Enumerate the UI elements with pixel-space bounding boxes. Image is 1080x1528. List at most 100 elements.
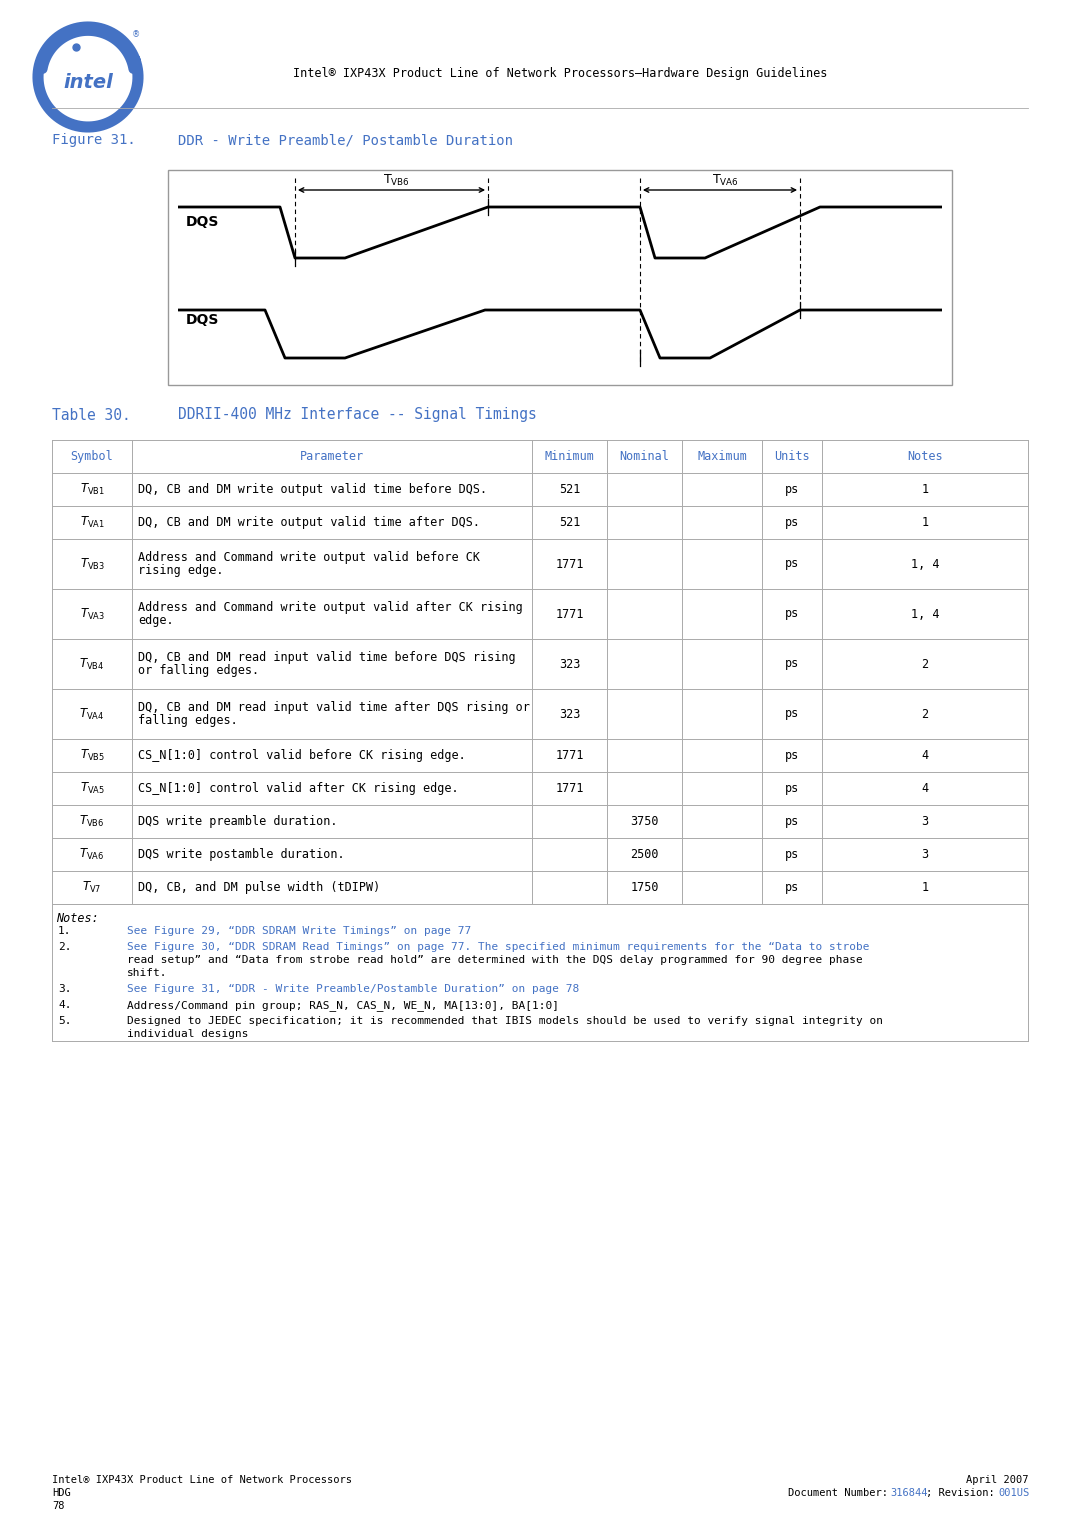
Text: $T_{\mathregular{VA6}}$: $T_{\mathregular{VA6}}$ — [80, 847, 105, 862]
Text: See Figure 29, “DDR SDRAM Write Timings” on page 77: See Figure 29, “DDR SDRAM Write Timings”… — [127, 926, 471, 937]
Text: ps: ps — [785, 608, 799, 620]
Bar — [168, 170, 951, 385]
Text: 3: 3 — [921, 848, 929, 860]
Text: 1: 1 — [921, 882, 929, 894]
Text: Parameter: Parameter — [300, 451, 364, 463]
Text: Table 30.: Table 30. — [52, 408, 131, 423]
Text: 1: 1 — [921, 516, 929, 529]
Text: Document Number:: Document Number: — [788, 1488, 894, 1497]
Text: DQ, CB, and DM pulse width (tDIPW): DQ, CB, and DM pulse width (tDIPW) — [138, 882, 380, 894]
Text: $T_{\mathregular{VB3}}$: $T_{\mathregular{VB3}}$ — [80, 556, 105, 571]
Text: 1771: 1771 — [555, 608, 584, 620]
Text: ; Revision:: ; Revision: — [926, 1488, 1001, 1497]
Text: Units: Units — [774, 451, 810, 463]
Text: Figure 31.: Figure 31. — [52, 133, 136, 147]
Text: 323: 323 — [558, 707, 580, 721]
Text: DQS: DQS — [186, 313, 219, 327]
Text: Intel® IXP43X Product Line of Network Processors: Intel® IXP43X Product Line of Network Pr… — [52, 1475, 352, 1485]
Text: shift.: shift. — [127, 969, 167, 978]
Text: $T_{\mathregular{VA1}}$: $T_{\mathregular{VA1}}$ — [80, 515, 105, 530]
Text: DQS write preamble duration.: DQS write preamble duration. — [138, 814, 337, 828]
Text: 4: 4 — [921, 782, 929, 795]
Text: 2.: 2. — [58, 941, 71, 952]
Text: DDRII-400 MHz Interface -- Signal Timings: DDRII-400 MHz Interface -- Signal Timing… — [178, 408, 537, 423]
Text: 1, 4: 1, 4 — [910, 558, 940, 570]
Text: 1: 1 — [921, 483, 929, 497]
Text: DQ, CB and DM write output valid time after DQS.: DQ, CB and DM write output valid time af… — [138, 516, 480, 529]
Text: See Figure 31, “DDR - Write Preamble/Postamble Duration” on page 78: See Figure 31, “DDR - Write Preamble/Pos… — [127, 984, 579, 995]
Text: Minimum: Minimum — [544, 451, 594, 463]
Text: DQS write postamble duration.: DQS write postamble duration. — [138, 848, 345, 860]
Text: DQ, CB and DM read input valid time before DQS rising: DQ, CB and DM read input valid time befo… — [138, 651, 515, 665]
Text: CS_N[1:0] control valid after CK rising edge.: CS_N[1:0] control valid after CK rising … — [138, 782, 459, 795]
Text: 5.: 5. — [58, 1016, 71, 1025]
Text: ps: ps — [785, 558, 799, 570]
Text: ps: ps — [785, 814, 799, 828]
Text: Designed to JEDEC specification; it is recommended that IBIS models should be us: Designed to JEDEC specification; it is r… — [127, 1016, 883, 1025]
Text: $T_{\mathregular{VB1}}$: $T_{\mathregular{VB1}}$ — [80, 481, 105, 497]
Text: intel: intel — [63, 72, 113, 92]
Text: $T_{\mathregular{VB5}}$: $T_{\mathregular{VB5}}$ — [80, 747, 105, 762]
Text: Address and Command write output valid before CK: Address and Command write output valid b… — [138, 552, 480, 564]
Text: 1771: 1771 — [555, 558, 584, 570]
Text: 2500: 2500 — [631, 848, 659, 860]
Text: 001US: 001US — [998, 1488, 1029, 1497]
Text: CS_N[1:0] control valid before CK rising edge.: CS_N[1:0] control valid before CK rising… — [138, 749, 465, 762]
Text: ps: ps — [785, 483, 799, 497]
Text: DQ, CB and DM read input valid time after DQS rising or: DQ, CB and DM read input valid time afte… — [138, 701, 530, 714]
Text: $\mathregular{T}_{\mathregular{VA6}}$: $\mathregular{T}_{\mathregular{VA6}}$ — [712, 173, 739, 188]
Text: ps: ps — [785, 848, 799, 860]
Text: $T_{\mathregular{VA3}}$: $T_{\mathregular{VA3}}$ — [80, 607, 105, 622]
Text: read setup” and “Data from strobe read hold” are determined with the DQS delay p: read setup” and “Data from strobe read h… — [127, 955, 863, 966]
Text: 4: 4 — [921, 749, 929, 762]
Text: ps: ps — [785, 707, 799, 721]
Text: DQ, CB and DM write output valid time before DQS.: DQ, CB and DM write output valid time be… — [138, 483, 487, 497]
Text: $T_{\mathregular{VB4}}$: $T_{\mathregular{VB4}}$ — [80, 657, 105, 671]
Text: $T_{\mathregular{VA4}}$: $T_{\mathregular{VA4}}$ — [80, 706, 105, 721]
Text: ps: ps — [785, 749, 799, 762]
Text: $\mathregular{T}_{\mathregular{VB6}}$: $\mathregular{T}_{\mathregular{VB6}}$ — [383, 173, 410, 188]
Text: ps: ps — [785, 782, 799, 795]
Text: 3750: 3750 — [631, 814, 659, 828]
Text: 1750: 1750 — [631, 882, 659, 894]
Text: edge.: edge. — [138, 614, 174, 626]
Text: or falling edges.: or falling edges. — [138, 665, 259, 677]
Text: Notes:: Notes: — [56, 912, 98, 924]
Text: HDG: HDG — [52, 1488, 71, 1497]
Text: DQS: DQS — [186, 215, 219, 229]
Circle shape — [46, 35, 130, 119]
Text: Intel® IXP43X Product Line of Network Processors—Hardware Design Guidelines: Intel® IXP43X Product Line of Network Pr… — [293, 67, 827, 79]
Text: 521: 521 — [558, 516, 580, 529]
Text: $T_{\mathregular{VB6}}$: $T_{\mathregular{VB6}}$ — [80, 814, 105, 830]
Text: 2: 2 — [921, 657, 929, 671]
Text: DDR - Write Preamble/ Postamble Duration: DDR - Write Preamble/ Postamble Duration — [178, 133, 513, 147]
Text: 2: 2 — [921, 707, 929, 721]
Text: Maximum: Maximum — [697, 451, 747, 463]
Text: ps: ps — [785, 657, 799, 671]
Text: April 2007: April 2007 — [966, 1475, 1028, 1485]
Text: 316844: 316844 — [890, 1488, 928, 1497]
Text: rising edge.: rising edge. — [138, 564, 224, 578]
Text: Address/Command pin group; RAS_N, CAS_N, WE_N, MA[13:0], BA[1:0]: Address/Command pin group; RAS_N, CAS_N,… — [127, 999, 559, 1012]
Text: Nominal: Nominal — [620, 451, 670, 463]
Text: 1, 4: 1, 4 — [910, 608, 940, 620]
Text: ®: ® — [132, 31, 140, 40]
Text: 3: 3 — [921, 814, 929, 828]
Text: 3.: 3. — [58, 984, 71, 995]
Text: 4.: 4. — [58, 999, 71, 1010]
Text: 521: 521 — [558, 483, 580, 497]
Text: Address and Command write output valid after CK rising: Address and Command write output valid a… — [138, 601, 523, 614]
Text: $T_{\mathregular{V7}}$: $T_{\mathregular{V7}}$ — [82, 880, 102, 895]
Text: individual designs: individual designs — [127, 1028, 248, 1039]
Text: See Figure 30, “DDR SDRAM Read Timings” on page 77. The specified minimum requir: See Figure 30, “DDR SDRAM Read Timings” … — [127, 941, 869, 952]
Text: ps: ps — [785, 882, 799, 894]
Text: Notes: Notes — [907, 451, 943, 463]
Text: 78: 78 — [52, 1500, 65, 1511]
Text: $T_{\mathregular{VA5}}$: $T_{\mathregular{VA5}}$ — [80, 781, 105, 796]
Text: 1771: 1771 — [555, 782, 584, 795]
Text: 1771: 1771 — [555, 749, 584, 762]
Text: ps: ps — [785, 516, 799, 529]
Text: 1.: 1. — [58, 926, 71, 937]
Text: 323: 323 — [558, 657, 580, 671]
Text: falling edges.: falling edges. — [138, 714, 238, 727]
